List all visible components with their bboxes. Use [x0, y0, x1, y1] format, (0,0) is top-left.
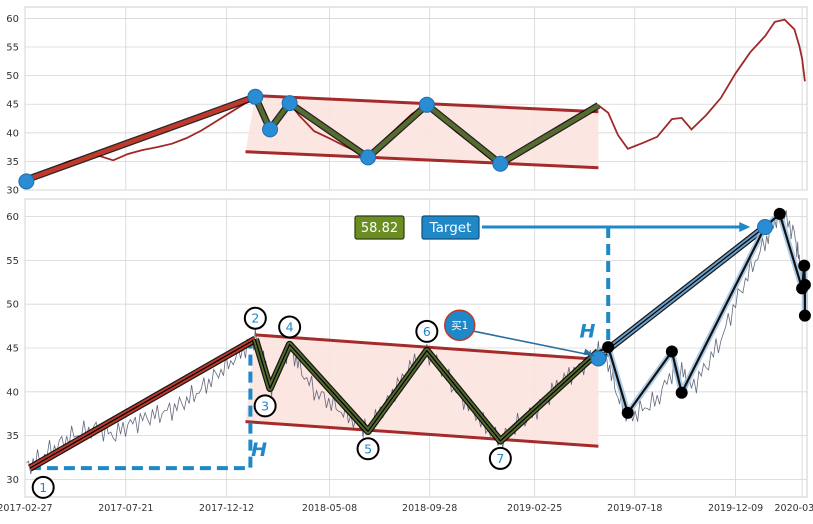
top-ytick-label: 45 — [6, 100, 19, 111]
bottom-wave-label-circle — [31, 475, 55, 499]
bottom-xtick-label: 2019-07-18 — [607, 503, 662, 514]
bottom-buy-marker-label: 买1 — [451, 320, 468, 332]
top-channel-lower — [245, 150, 599, 170]
bottom-buy-marker-circle — [444, 309, 476, 341]
bottom-ytick-label: 30 — [6, 475, 19, 486]
bottom-wave-label: 3 — [261, 398, 269, 413]
top-pivot-marker — [281, 95, 298, 112]
bottom-wave-label: 5 — [364, 441, 372, 456]
bottom-xtick-label: 2019-12-09 — [708, 503, 763, 514]
bottom-buy-arrow-line — [473, 330, 595, 357]
bottom-h-label-right: H — [580, 320, 596, 342]
top-pattern-line — [25, 94, 257, 182]
bottom-target-box-label: Target — [429, 220, 472, 236]
bottom-xtick-label: 2020-03-13 — [774, 503, 813, 514]
bottom-signal-marker — [756, 219, 773, 236]
bottom-pattern-line-core — [254, 339, 599, 442]
bottom-value-box — [354, 215, 405, 240]
top-pivot-marker — [262, 121, 279, 138]
top-pivot-marker — [360, 149, 377, 166]
bottom-swing-marker — [665, 345, 678, 358]
bottom-wave-label: 2 — [251, 311, 259, 326]
bottom-value-box-label: 58.82 — [361, 221, 398, 236]
bottom-wave-label: 7 — [496, 451, 504, 466]
bottom-pattern-line-core — [29, 338, 256, 469]
top-ytick-label: 55 — [6, 43, 19, 54]
bottom-ytick-label: 60 — [6, 212, 19, 223]
bottom-wave-label-circle — [243, 306, 267, 330]
bottom-swing-marker — [798, 278, 811, 291]
top-ytick-label: 35 — [6, 157, 19, 168]
bottom-wave-label-circle — [278, 315, 302, 339]
bottom-h-guide-left — [29, 339, 253, 471]
bottom-swing-marker — [602, 341, 615, 354]
top-pivot-marker — [418, 96, 435, 113]
top-channel-fill — [245, 95, 599, 168]
bottom-wave-label-circle — [488, 446, 512, 470]
bottom-wave-label-circle — [253, 394, 277, 418]
top-pivot-marker — [247, 88, 264, 105]
bottom-xtick-label: 2017-07-21 — [98, 503, 153, 514]
bottom-ytick-label: 35 — [6, 431, 19, 442]
bottom-h-label-left: H — [251, 439, 267, 461]
top-plot-area — [24, 6, 808, 191]
bottom-xtick-label: 2017-02-27 — [0, 503, 53, 514]
bottom-channel-fill — [245, 334, 599, 447]
bottom-signal-marker — [590, 350, 607, 367]
bottom-wave-label-circle — [415, 319, 439, 343]
top-pivot-marker — [492, 155, 509, 172]
bottom-buy-arrow-head — [583, 348, 595, 356]
bottom-swing-marker — [798, 259, 811, 272]
bottom-wave-label: 4 — [286, 319, 294, 334]
bottom-swing-marker — [621, 406, 634, 419]
bottom-swing-marker — [798, 309, 811, 322]
bottom-target-box — [421, 215, 480, 240]
top-ytick-label: 50 — [6, 71, 19, 82]
bottom-wave-label-circle — [356, 437, 380, 461]
bottom-swing-marker — [675, 386, 688, 399]
top-ytick-label: 60 — [6, 14, 19, 25]
bottom-ytick-label: 50 — [6, 300, 19, 311]
bottom-channel-lower — [245, 420, 599, 448]
bottom-target-arrow-head — [739, 222, 751, 233]
bottom-wave-label: 1 — [39, 480, 47, 495]
bottom-xtick-label: 2019-02-25 — [507, 503, 562, 514]
bottom-xtick-label: 2017-12-12 — [199, 503, 254, 514]
top-ytick-label: 40 — [6, 128, 19, 139]
bottom-swing-marker — [773, 207, 786, 220]
bottom-ytick-label: 55 — [6, 256, 19, 267]
bottom-ytick-label: 40 — [6, 387, 19, 398]
bottom-xtick-label: 2018-09-28 — [402, 503, 457, 514]
top-ytick-label: 30 — [6, 186, 19, 197]
bottom-wave-label: 6 — [423, 324, 431, 339]
bottom-pattern-line-core — [598, 226, 766, 358]
bottom-xtick-label: 2018-05-08 — [302, 503, 357, 514]
top-pivot-marker — [18, 173, 35, 190]
top-panel: 30 35 40 45 50 55 60 — [6, 6, 808, 197]
bottom-ytick-label: 45 — [6, 344, 19, 355]
